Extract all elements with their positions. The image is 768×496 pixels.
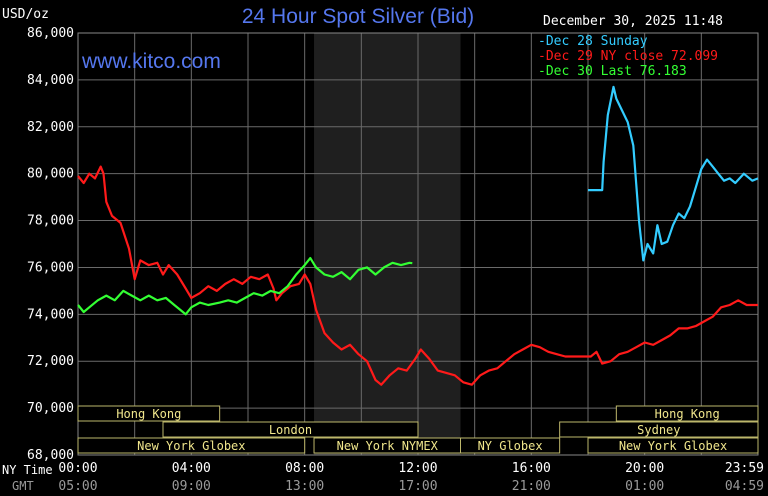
gmt-tick-label: 21:00 <box>512 479 551 494</box>
x-tick-label: 08:00 <box>285 461 324 476</box>
session-label: New York Globex <box>619 439 727 453</box>
y-tick-label: 86,000 <box>27 26 74 41</box>
session-label: London <box>269 423 312 437</box>
gmt-tick-label: 04:59 <box>725 479 764 494</box>
session-label: Hong Kong <box>116 407 181 421</box>
legend-entry: -Dec 29 NY close 72.099 <box>538 49 718 64</box>
x-axis-name: NY Time <box>2 463 53 477</box>
watermark: www.kitco.com <box>81 50 221 73</box>
gmt-tick-label: 09:00 <box>172 479 211 494</box>
y-tick-label: 82,000 <box>27 120 74 135</box>
x-tick-label: 12:00 <box>398 461 437 476</box>
series-line-2 <box>77 257 413 316</box>
y-tick-label: 80,000 <box>27 167 74 182</box>
nymex-shade <box>314 33 461 455</box>
session-box <box>587 437 759 454</box>
y-tick-label: 76,000 <box>27 260 74 275</box>
session-label: New York NYMEX <box>337 439 439 453</box>
session-box <box>460 437 561 454</box>
session-label: Hong Kong <box>655 407 720 421</box>
legend-entry: -Dec 28 Sunday <box>538 34 648 49</box>
y-tick-label: 72,000 <box>27 354 74 369</box>
series-line-1 <box>77 165 758 386</box>
series-line-0 <box>588 85 759 262</box>
y-tick-label: 84,000 <box>27 73 74 88</box>
x-tick-label: 16:00 <box>512 461 551 476</box>
gmt-tick-label: 05:00 <box>58 479 97 494</box>
session-box <box>77 437 306 454</box>
y-tick-label: 74,000 <box>27 307 74 322</box>
y-tick-label: 68,000 <box>27 448 74 463</box>
session-box <box>615 405 759 422</box>
session-box <box>162 421 419 438</box>
session-box <box>559 421 759 438</box>
x-tick-label: 00:00 <box>58 461 97 476</box>
session-box <box>77 405 221 422</box>
y-tick-label: 70,000 <box>27 401 74 416</box>
timestamp: December 30, 2025 11:48 <box>543 14 723 29</box>
session-label: NY Globex <box>478 439 543 453</box>
gmt-tick-label: 01:00 <box>625 479 664 494</box>
unit-label: USD/oz <box>2 7 49 22</box>
gmt-axis-name: GMT <box>12 479 34 493</box>
y-tick-label: 78,000 <box>27 214 74 229</box>
x-tick-label: 23:59 <box>725 461 764 476</box>
chart-title: 24 Hour Spot Silver (Bid) <box>242 5 474 28</box>
session-label: New York Globex <box>137 439 245 453</box>
session-label: Sydney <box>637 423 680 437</box>
x-tick-label: 04:00 <box>172 461 211 476</box>
gmt-tick-label: 17:00 <box>398 479 437 494</box>
x-tick-label: 20:00 <box>625 461 664 476</box>
plot-border <box>77 32 759 456</box>
gmt-tick-label: 13:00 <box>285 479 324 494</box>
legend-entry: -Dec 30 Last 76.183 <box>538 64 687 79</box>
